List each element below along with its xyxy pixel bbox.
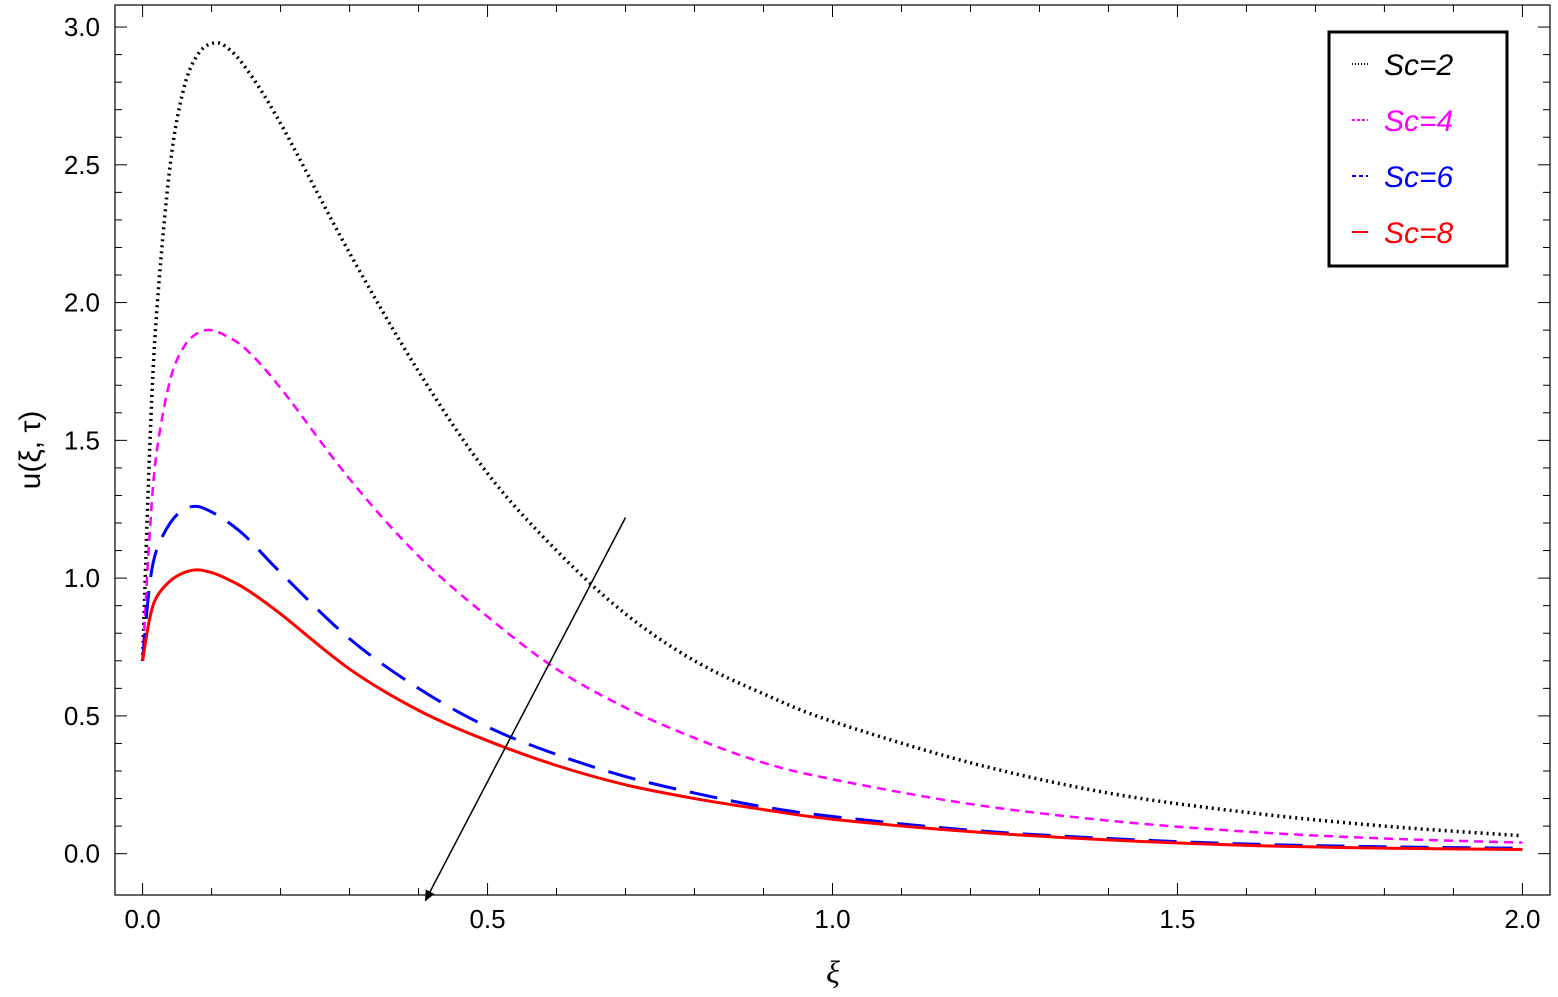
legend: Sc=2 Sc=4 Sc=6 Sc=8 (1327, 30, 1509, 268)
legend-label: Sc=8 (1384, 217, 1454, 250)
series-line-sc6 (141, 504, 1523, 850)
y-tick-label: 1.5 (64, 425, 100, 455)
y-tick-label: 0.5 (64, 701, 100, 731)
legend-label: Sc=4 (1384, 105, 1453, 138)
series-line-sc4 (141, 328, 1523, 844)
x-axis-label: ξ (826, 954, 840, 990)
x-tick-label: 0.5 (469, 904, 505, 934)
y-tick-label: 0.0 (64, 839, 100, 869)
x-tick-label: 1.5 (1159, 904, 1195, 934)
legend-box (1327, 30, 1509, 268)
legend-label: Sc=2 (1384, 49, 1454, 82)
legend-items: Sc=2 Sc=4 Sc=6 Sc=8 (1352, 49, 1454, 250)
annotation-layer (424, 517, 627, 902)
y-tick-label: 2.5 (64, 150, 100, 180)
y-tick-label: 1.0 (64, 563, 100, 593)
y-tick-label: 3.0 (64, 12, 100, 42)
y-axis-label: u(ξ, τ) (14, 411, 47, 490)
x-tick-label: 2.0 (1504, 904, 1540, 934)
series-line-sc8 (141, 568, 1523, 852)
trend-arrow (424, 517, 627, 902)
series-line-sc2 (140, 41, 1523, 838)
y-tick-label: 2.0 (64, 288, 100, 318)
x-axis-ticks: 0.0 0.5 1.0 1.5 2.0 (125, 5, 1540, 934)
legend-label: Sc=6 (1384, 161, 1454, 194)
series-layer (140, 41, 1523, 852)
x-tick-label: 0.0 (125, 904, 161, 934)
y-axis-ticks: 0.0 0.5 1.0 1.5 2.0 2.5 3.0 (64, 12, 1550, 869)
x-tick-label: 1.0 (814, 904, 850, 934)
